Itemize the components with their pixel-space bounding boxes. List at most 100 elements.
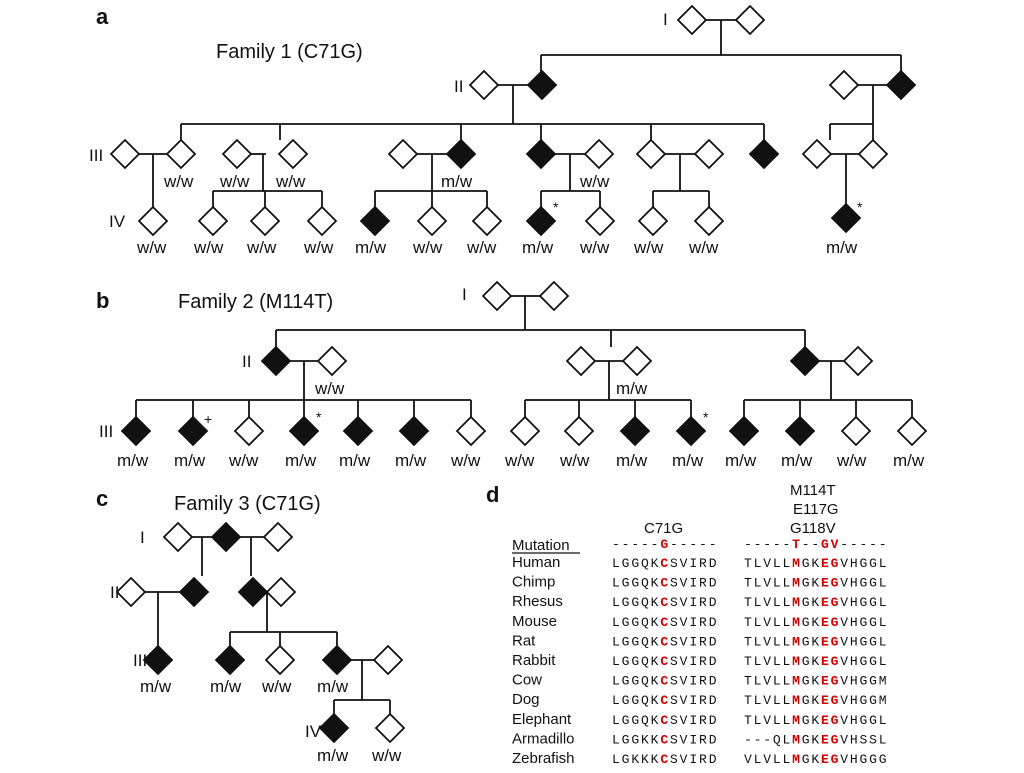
family-1-individuals bbox=[109, 4, 917, 237]
geno-label: w/w bbox=[314, 379, 345, 398]
species-label: Armadillo bbox=[512, 730, 575, 747]
geno-label: w/w bbox=[466, 238, 497, 257]
family-3-gen-II: II bbox=[110, 583, 119, 602]
f3-II-1 bbox=[115, 576, 147, 608]
f2-II-6 bbox=[842, 345, 874, 377]
species-label: Rabbit bbox=[512, 652, 556, 669]
alignment-header-right-3: G118V bbox=[790, 520, 836, 537]
f2-III-14 bbox=[840, 415, 872, 447]
f2-II-3 bbox=[565, 345, 597, 377]
f2-III-4 bbox=[288, 415, 320, 447]
geno-label: w/w bbox=[579, 172, 610, 191]
f1-III-6 bbox=[445, 138, 477, 170]
geno-label: w/w bbox=[275, 172, 306, 191]
f1-IV-11 bbox=[693, 205, 725, 237]
f1-III-12 bbox=[801, 138, 833, 170]
f1-I-2 bbox=[734, 4, 766, 36]
f3-IV-2 bbox=[374, 712, 406, 744]
species-label: Chimp bbox=[512, 574, 555, 591]
family-2-lines bbox=[135, 295, 913, 417]
f2-I-1 bbox=[481, 280, 513, 312]
f3-I-3 bbox=[262, 521, 294, 553]
geno-label: m/w bbox=[355, 238, 387, 257]
species-label: Rhesus bbox=[512, 593, 563, 610]
geno-label: w/w bbox=[371, 746, 402, 765]
f2-III-11 bbox=[675, 415, 707, 447]
mutation-row-left: -----G----- bbox=[612, 537, 717, 552]
f1-III-5 bbox=[387, 138, 419, 170]
f1-III-1 bbox=[109, 138, 141, 170]
f3-III-2 bbox=[214, 644, 246, 676]
asterisk-mark: * bbox=[857, 199, 863, 215]
family-2-individuals bbox=[120, 280, 928, 447]
family-1-gen-IV: IV bbox=[109, 212, 126, 231]
geno-label: w/w bbox=[193, 238, 224, 257]
f3-I-2 bbox=[210, 521, 242, 553]
geno-label: m/w bbox=[826, 238, 858, 257]
f1-IV-4 bbox=[306, 205, 338, 237]
geno-label: w/w bbox=[228, 451, 259, 470]
geno-label: m/w bbox=[616, 379, 648, 398]
geno-label: w/w bbox=[688, 238, 719, 257]
f1-IV-6 bbox=[416, 205, 448, 237]
geno-label: m/w bbox=[395, 451, 427, 470]
f1-II-3 bbox=[828, 69, 860, 101]
family-1-lines bbox=[139, 19, 902, 207]
family-2-genotypes: w/w m/w m/w m/w w/w m/w m/w m/w w/w w/w … bbox=[117, 379, 925, 470]
geno-label: w/w bbox=[633, 238, 664, 257]
family-3-gen-IV: IV bbox=[305, 722, 322, 741]
family-1-gen-I: I bbox=[663, 10, 668, 29]
geno-label: m/w bbox=[140, 677, 172, 696]
f2-III-1 bbox=[120, 415, 152, 447]
asterisk-mark: * bbox=[316, 409, 322, 425]
species-label: Human bbox=[512, 554, 560, 571]
geno-label: w/w bbox=[450, 451, 481, 470]
f1-II-4 bbox=[885, 69, 917, 101]
f1-III-11 bbox=[748, 138, 780, 170]
geno-label: m/w bbox=[672, 451, 704, 470]
f2-II-2 bbox=[316, 345, 348, 377]
geno-label: m/w bbox=[781, 451, 813, 470]
geno-label: w/w bbox=[559, 451, 590, 470]
geno-label: w/w bbox=[412, 238, 443, 257]
alignment-header-right-2: E117G bbox=[793, 501, 839, 518]
geno-label: m/w bbox=[285, 451, 317, 470]
f2-III-15 bbox=[896, 415, 928, 447]
f1-IV-12 bbox=[830, 202, 862, 234]
f1-III-2 bbox=[165, 138, 197, 170]
species-label: Elephant bbox=[512, 711, 572, 728]
f1-IV-1 bbox=[137, 205, 169, 237]
f2-III-9 bbox=[563, 415, 595, 447]
family-3-genotypes: m/w m/w w/w m/w m/w w/w bbox=[140, 677, 402, 765]
f3-IV-1 bbox=[318, 712, 350, 744]
f2-III-3 bbox=[233, 415, 265, 447]
species-label: Dog bbox=[512, 691, 540, 708]
family-3-title: Family 3 (C71G) bbox=[174, 493, 321, 515]
asterisk-mark: * bbox=[553, 199, 559, 215]
f1-III-7 bbox=[525, 138, 557, 170]
f2-II-4 bbox=[621, 345, 653, 377]
geno-label: w/w bbox=[163, 172, 194, 191]
f1-IV-2 bbox=[197, 205, 229, 237]
geno-label: m/w bbox=[725, 451, 757, 470]
f1-IV-5 bbox=[359, 205, 391, 237]
panel-d-letter: d bbox=[486, 482, 499, 507]
geno-label: m/w bbox=[174, 451, 206, 470]
f1-III-8 bbox=[583, 138, 615, 170]
